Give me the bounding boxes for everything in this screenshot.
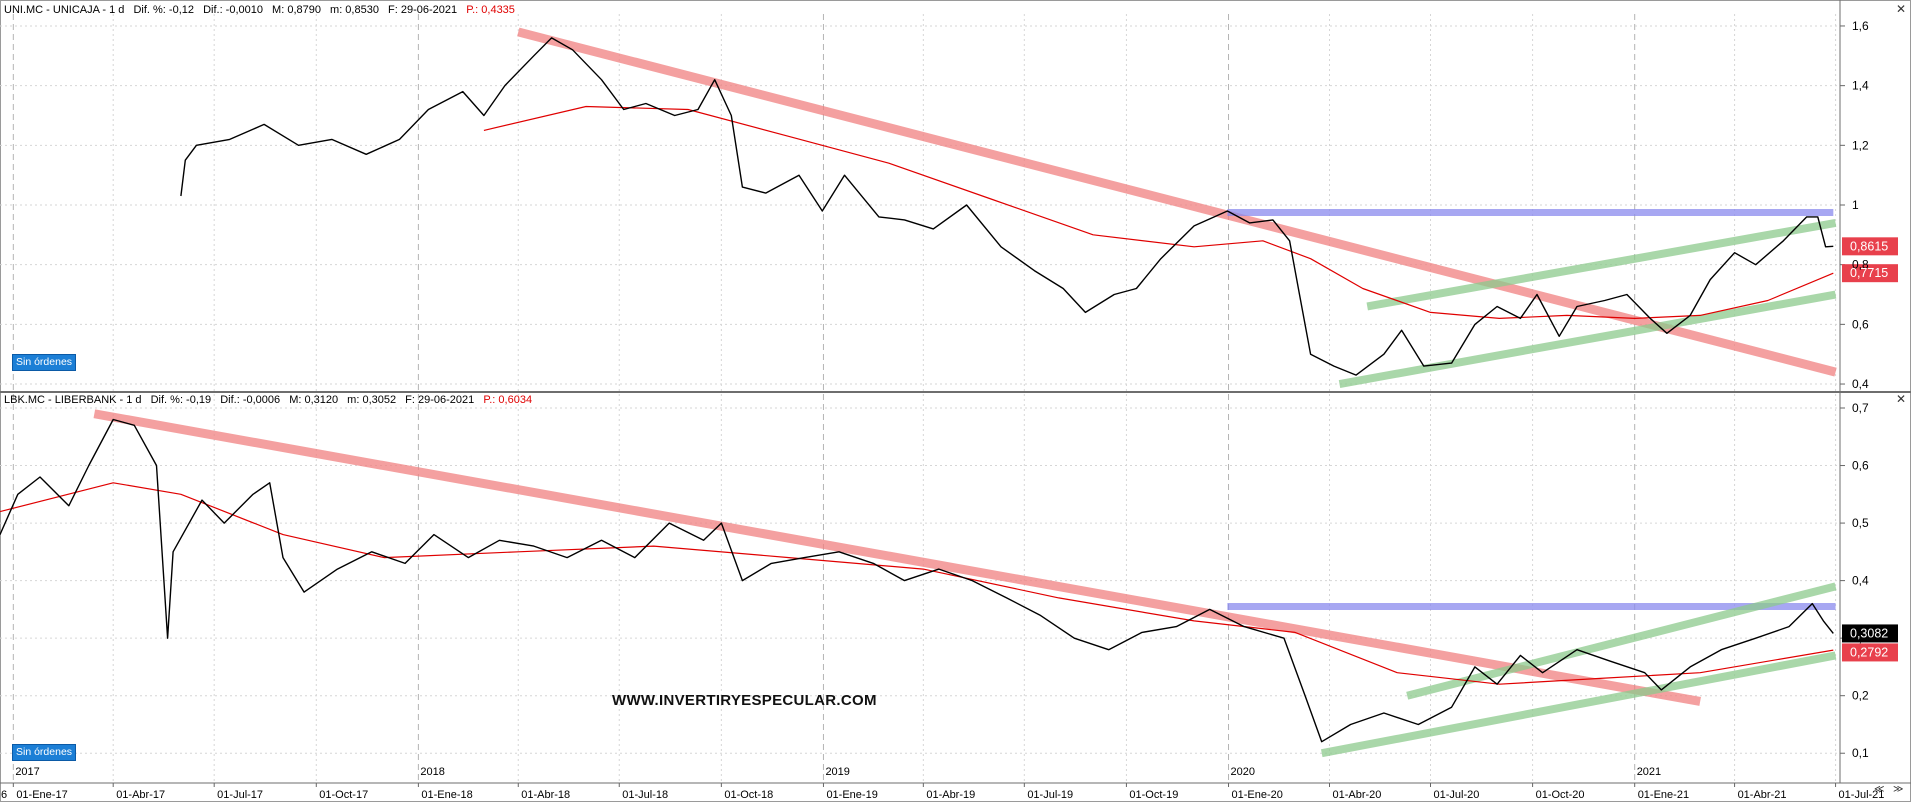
y-tick-label: 1: [1852, 198, 1859, 212]
y-tick-label: 0,7: [1852, 401, 1869, 415]
y-tick-label: 1,4: [1852, 79, 1869, 93]
x-month-label: 01-Jul-21: [1839, 789, 1885, 801]
x-year-label: 2020: [1231, 766, 1255, 778]
x-month-label: 01-Abr-17: [116, 789, 165, 801]
x-month-label: 01-Jul-20: [1433, 789, 1479, 801]
y-tick-label: 0,3: [1852, 631, 1869, 645]
y-tick-label: 0,1: [1852, 746, 1869, 760]
ma-value-box: [1842, 643, 1898, 662]
panel-2-max: M: 0,3120: [289, 394, 339, 406]
downtrend-line: [517, 27, 1837, 377]
ma-value-box: [1842, 264, 1898, 283]
panel-2-orders-badge[interactable]: Sin órdenes: [12, 744, 77, 761]
x-month-label: 01-Jul-17: [217, 789, 263, 801]
x-month-label: 01-Abr-19: [926, 789, 975, 801]
x-month-label: 01-Ene-18: [421, 789, 472, 801]
price-line: [0, 418, 1834, 743]
panel-1-min: m: 0,8530: [330, 4, 379, 16]
y-tick-label: 0,4: [1852, 377, 1869, 391]
channel-lower-line: [1320, 651, 1837, 758]
x-month-label: 01-Abr-20: [1333, 789, 1382, 801]
x-month-label: 01-Jul-18: [622, 789, 668, 801]
x-month-label: 01-Abr-18: [521, 789, 570, 801]
panel-2-date: F: 29-06-2021: [405, 394, 475, 406]
price-line: [180, 37, 1834, 376]
last-price-box: [1842, 624, 1898, 643]
y-tick-label: 0,2: [1852, 689, 1869, 703]
panel-2-dif-pct: Dif. %: -0,19: [150, 394, 212, 406]
panel-1-price: P.: 0,4335: [466, 4, 515, 16]
scroll-right-icon[interactable]: ≫: [1893, 784, 1904, 795]
panel-1-symbol: UNI.MC - UNICAJA - 1 d: [4, 4, 125, 16]
panel-1-dif-pct: Dif. %: -0,12: [133, 4, 194, 16]
x-month-label: 01-Ene-19: [826, 789, 877, 801]
x-month-label: 01-Oct-20: [1536, 789, 1585, 801]
moving-average-line: [0, 482, 1834, 685]
panel-1-dif: Dif.: -0,0010: [203, 4, 263, 16]
y-tick-label: 0,8: [1852, 258, 1869, 272]
y-tick-label: 0,6: [1852, 459, 1869, 473]
x-month-label: 01-Ene-20: [1232, 789, 1283, 801]
panel-1-header: UNI.MC - UNICAJA - 1 d Dif. %: -0,12 Dif…: [4, 3, 521, 17]
panel-2-header: LBK.MC - LIBERBANK - 1 d Dif. %: -0,19 D…: [4, 393, 538, 407]
channel-lower-line: [1338, 290, 1837, 388]
panel-2-price: P.: 0,6034: [483, 394, 533, 406]
y-tick-label: 0,6: [1852, 317, 1869, 331]
x-month-label: 01-Oct-17: [319, 789, 368, 801]
x-year-label: 2021: [1637, 766, 1661, 778]
x-month-label: 01-Oct-18: [724, 789, 773, 801]
y-tick-label: 1,6: [1852, 19, 1869, 33]
ma-value-label: 0,7715: [1850, 266, 1888, 280]
moving-average-line: [483, 105, 1834, 319]
watermark: WWW.INVERTIRYESPECULAR.COM: [612, 692, 877, 709]
panel-1-date: F: 29-06-2021: [388, 4, 458, 16]
panel-1-close-icon[interactable]: ✕: [1896, 2, 1907, 16]
last-price-label: 0,3082: [1850, 626, 1888, 640]
panel-2-min: m: 0,3052: [347, 394, 397, 406]
last-price-box: [1842, 237, 1898, 256]
x-month-label: 01-Abr-21: [1738, 789, 1787, 801]
last-price-label: 0,8615: [1850, 239, 1888, 253]
y-tick-label: 1,2: [1852, 138, 1869, 152]
panel-1-orders-badge[interactable]: Sin órdenes: [12, 354, 77, 371]
scroll-left-icon[interactable]: ≪: [1874, 784, 1885, 795]
channel-upper-line: [1406, 582, 1837, 700]
panel-1-max: M: 0,8790: [272, 4, 321, 16]
panel-2-close-icon[interactable]: ✕: [1896, 392, 1907, 406]
downtrend-line: [93, 409, 1701, 706]
panel-2-symbol: LBK.MC - LIBERBANK - 1 d: [4, 394, 142, 406]
x-month-label: 01-Jul-19: [1027, 789, 1073, 801]
x-edge-label: 6: [1, 789, 7, 801]
channel-upper-line: [1366, 218, 1837, 311]
x-year-label: 2018: [420, 766, 444, 778]
panel-2-plot: [0, 407, 1898, 758]
panel-2-dif: Dif.: -0,0006: [220, 394, 281, 406]
panel-1-plot: [0, 25, 1898, 388]
x-month-label: 01-Oct-19: [1129, 789, 1178, 801]
x-month-label: 01-Ene-17: [16, 789, 67, 801]
x-month-label: 01-Ene-21: [1638, 789, 1689, 801]
y-tick-label: 0,4: [1852, 574, 1869, 588]
x-year-label: 2019: [825, 766, 849, 778]
x-year-label: 2017: [15, 766, 39, 778]
ma-value-label: 0,2792: [1850, 645, 1888, 659]
y-tick-label: 0,5: [1852, 516, 1869, 530]
